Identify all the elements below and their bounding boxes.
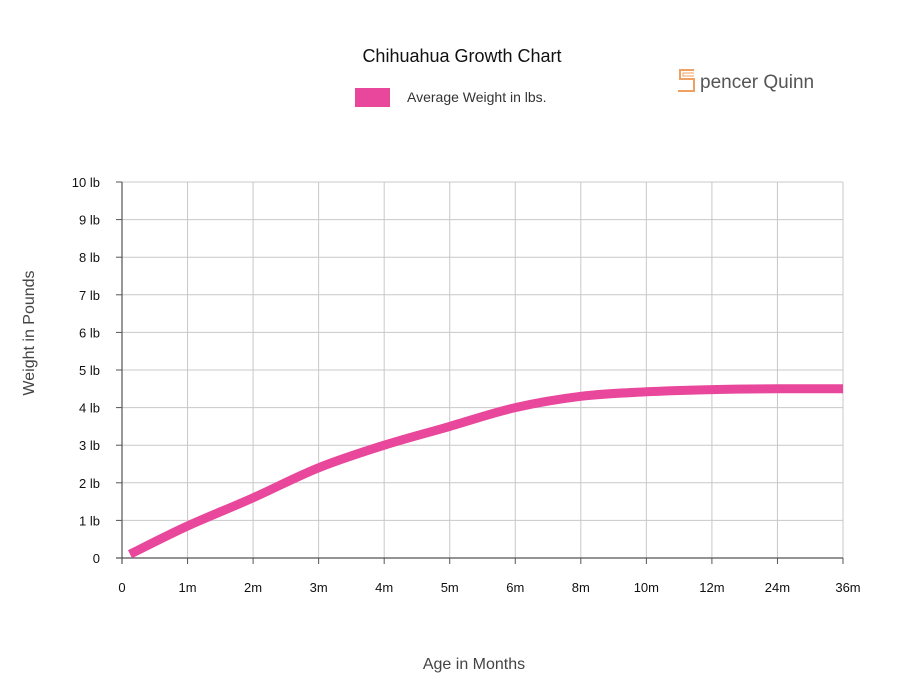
axes (116, 181, 844, 564)
y-tick-labels: 0 1 lb 2 lb 3 lb 4 lb 5 lb 6 lb 7 lb 8 lb 9 lb 10 … (72, 175, 100, 566)
x-tick-label: 24m (765, 580, 790, 595)
x-tick-label: 8m (572, 580, 590, 595)
x-tick-label: 4m (375, 580, 393, 595)
y-tick-label: 9 lb (79, 213, 100, 228)
x-tick-label: 5m (441, 580, 459, 595)
x-tick-label: 3m (310, 580, 328, 595)
legend-label: Average Weight in lbs. (407, 89, 547, 105)
y-tick-label: 1 lb (79, 513, 100, 528)
y-tick-label: 10 lb (72, 175, 100, 190)
y-tick-label: 4 lb (79, 401, 100, 416)
series-line-average-weight (128, 384, 844, 559)
x-tick-label: 36m (835, 580, 860, 595)
brand-initial: S (0, 0, 1, 1)
y-tick-label: 2 lb (79, 476, 100, 491)
series-group (128, 384, 844, 559)
y-tick-label: 6 lb (79, 325, 100, 340)
x-tick-label: 6m (506, 580, 524, 595)
x-tick-labels: 0 1m 2m 3m 4m 5m 6m 8m 10m 12m 24m 36m (118, 580, 860, 595)
brand-s-icon (678, 69, 695, 92)
y-axis-title: Weight in Pounds (21, 270, 38, 395)
x-tick-label: 2m (244, 580, 262, 595)
x-tick-label: 12m (699, 580, 724, 595)
chart-title: Chihuahua Growth Chart (362, 46, 561, 66)
y-tick-label: 7 lb (79, 288, 100, 303)
y-tick-label: 5 lb (79, 363, 100, 378)
x-tick-label: 0 (118, 580, 125, 595)
brand-logo: S pencer Quinn (0, 0, 814, 93)
legend-swatch (355, 88, 390, 107)
y-tick-label: 3 lb (79, 438, 100, 453)
y-tick-label: 0 (93, 551, 100, 566)
y-tick-label: 8 lb (79, 250, 100, 265)
x-tick-label: 10m (634, 580, 659, 595)
x-tick-label: 1m (179, 580, 197, 595)
x-axis-title: Age in Months (423, 656, 525, 673)
brand-name: pencer Quinn (700, 72, 814, 93)
grid (122, 181, 844, 558)
